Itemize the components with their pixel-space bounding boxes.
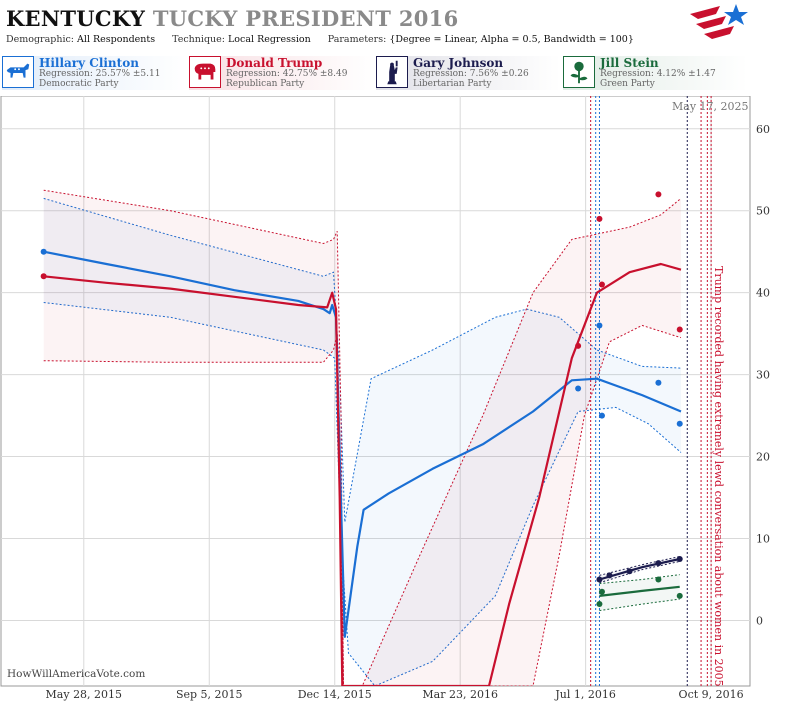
x-axis-ticks: May 28, 2015 Sep 5, 2015 Dec 14, 2015 Mar 2… xyxy=(46,688,744,701)
x-tick-label: Sep 5, 2015 xyxy=(176,688,243,701)
candidate-regression: Regression: 4.12% ±1.47 xyxy=(600,69,716,79)
poll-point xyxy=(598,588,605,595)
series-line xyxy=(43,250,682,638)
poll-point xyxy=(655,379,662,386)
event-annotation: Trump recorded having extremely lewd con… xyxy=(712,266,725,687)
series-lines xyxy=(43,250,682,686)
candidate-party: Republican Party xyxy=(226,79,305,89)
candidate-card-johnson[interactable]: Gary Johnson Regression: 7.56% ±0.26 Lib… xyxy=(376,56,561,90)
candidate-name: Jill Stein xyxy=(600,56,659,70)
candidate-card-trump[interactable]: Donald Trump Regression: 42.75% ±8.49 Re… xyxy=(189,56,374,90)
series-line xyxy=(599,585,680,597)
poll-point xyxy=(596,601,603,608)
poll-point xyxy=(606,572,613,579)
candidate-regression: Regression: 42.75% ±8.49 xyxy=(226,69,348,79)
site-credit: HowWillAmericaVote.com xyxy=(7,668,146,680)
poll-point xyxy=(575,385,582,392)
band-upper xyxy=(43,189,682,686)
title-race: TUCKY PRESIDENT 2016 xyxy=(152,6,459,31)
poll-point xyxy=(655,191,662,198)
poll-points xyxy=(40,191,683,608)
series-line xyxy=(43,262,682,686)
demographic-label: Demographic: xyxy=(6,34,75,45)
band-upper xyxy=(599,556,680,576)
x-tick-label: Mar 23, 2016 xyxy=(422,688,498,701)
donkey-icon xyxy=(2,56,34,88)
y-tick-label: 40 xyxy=(756,287,770,300)
parameters-label: Parameters: xyxy=(327,34,387,45)
band-upper xyxy=(43,197,682,523)
date-stamp: May 17, 2025 xyxy=(672,100,749,113)
poll-point xyxy=(596,322,603,329)
y-tick-label: 50 xyxy=(756,205,770,218)
y-tick-label: 30 xyxy=(756,369,770,382)
poll-point xyxy=(596,215,603,222)
poll-point xyxy=(626,568,633,575)
poll-point xyxy=(40,248,47,255)
poll-point xyxy=(40,273,47,280)
candidate-card-clinton[interactable]: Hillary Clinton Regression: 25.57% ±5.11… xyxy=(2,56,187,90)
candidate-name: Donald Trump xyxy=(226,56,323,70)
parameters-line: Demographic: All Respondents Technique: … xyxy=(6,34,648,45)
y-tick-label: 60 xyxy=(756,123,770,136)
y-axis-ticks: 0 10 20 30 40 50 60 xyxy=(756,123,770,628)
candidate-regression: Regression: 7.56% ±0.26 xyxy=(413,69,529,79)
parameters-value: {Degree = Linear, Alpha = 0.5, Bandwidth… xyxy=(389,34,634,45)
star-flag-logo-icon[interactable] xyxy=(686,2,750,48)
candidate-party: Democratic Party xyxy=(39,79,119,89)
poll-point xyxy=(676,420,683,427)
elephant-icon xyxy=(189,56,221,88)
x-tick-label: Dec 14, 2015 xyxy=(298,688,372,701)
band-lower xyxy=(599,598,680,612)
poll-point xyxy=(676,592,683,599)
poll-point xyxy=(676,555,683,562)
poll-point xyxy=(575,342,582,349)
poll-point xyxy=(598,412,605,419)
candidate-party: Libertarian Party xyxy=(413,79,492,89)
poll-point xyxy=(655,560,662,567)
liberty-statue-icon xyxy=(376,56,408,88)
candidate-name: Hillary Clinton xyxy=(39,56,139,70)
candidate-party: Green Party xyxy=(600,79,655,89)
demographic-value: All Respondents xyxy=(77,34,156,45)
band-upper xyxy=(599,574,680,585)
y-tick-label: 20 xyxy=(756,451,770,464)
page-title: KENTUCKY TUCKY PRESIDENT 2016 xyxy=(6,6,459,31)
y-tick-label: 10 xyxy=(756,533,770,546)
x-tick-label: May 28, 2015 xyxy=(46,688,123,701)
series-line xyxy=(599,557,680,581)
technique-value: Local Regression xyxy=(228,34,311,45)
poll-point xyxy=(596,576,603,583)
poll-point xyxy=(655,576,662,583)
poll-point xyxy=(676,326,683,333)
candidate-name: Gary Johnson xyxy=(413,56,504,70)
poll-point xyxy=(598,281,605,288)
candidate-card-stein[interactable]: Jill Stein Regression: 4.12% ±1.47 Green… xyxy=(563,56,748,90)
y-tick-label: 0 xyxy=(756,614,763,627)
candidate-regression: Regression: 25.57% ±5.11 xyxy=(39,69,161,79)
title-state: KENTUCKY xyxy=(6,6,146,31)
chart-area: May 28, 2015 Sep 5, 2015 Dec 14, 2015 Mar 2… xyxy=(0,96,770,701)
x-tick-label: Oct 9, 2016 xyxy=(679,688,744,701)
band-lower xyxy=(599,560,680,584)
x-tick-label: Jul 1, 2016 xyxy=(554,688,616,701)
technique-label: Technique: xyxy=(172,34,225,45)
rose-icon xyxy=(563,56,595,88)
